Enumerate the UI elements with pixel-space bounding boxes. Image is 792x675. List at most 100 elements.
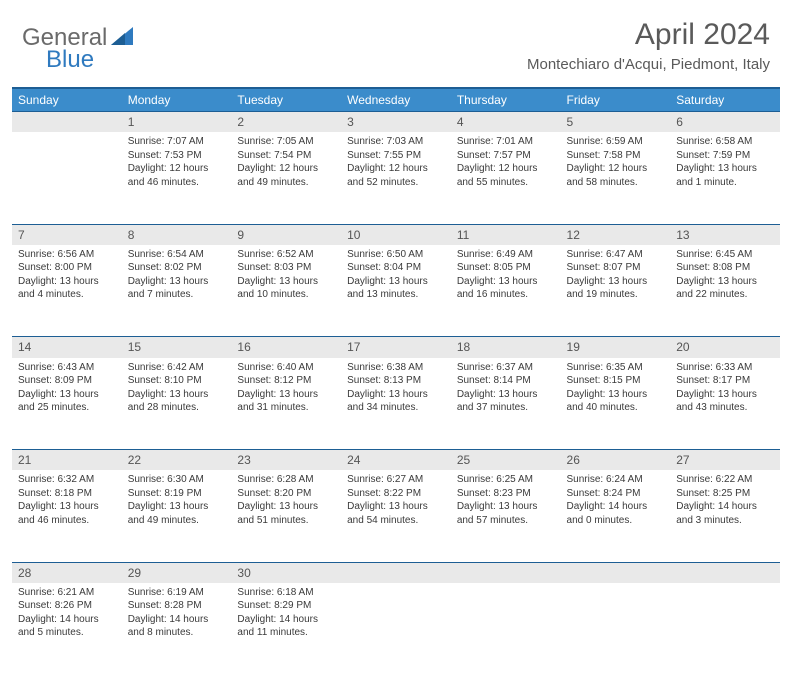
day2-text: and 40 minutes. (567, 401, 665, 415)
sunset-text: Sunset: 8:09 PM (18, 374, 116, 388)
sunset-text: Sunset: 7:57 PM (457, 149, 555, 163)
day-number: 9 (231, 224, 341, 245)
sunset-text: Sunset: 8:23 PM (457, 487, 555, 501)
day-number: 25 (451, 450, 561, 471)
weekday-header: Sunday (12, 88, 122, 112)
day1-text: Daylight: 13 hours (128, 275, 226, 289)
day2-text: and 37 minutes. (457, 401, 555, 415)
day1-text: Daylight: 12 hours (457, 162, 555, 176)
day1-text: Daylight: 13 hours (18, 500, 116, 514)
sunset-text: Sunset: 8:08 PM (676, 261, 774, 275)
sunrise-text: Sunrise: 6:19 AM (128, 586, 226, 600)
day2-text: and 49 minutes. (128, 514, 226, 528)
day-content-row: Sunrise: 6:56 AMSunset: 8:00 PMDaylight:… (12, 245, 780, 337)
sunrise-text: Sunrise: 6:30 AM (128, 473, 226, 487)
day1-text: Daylight: 13 hours (567, 275, 665, 289)
day2-text: and 46 minutes. (18, 514, 116, 528)
day-cell (670, 583, 780, 675)
day-number: 6 (670, 112, 780, 133)
sunset-text: Sunset: 7:59 PM (676, 149, 774, 163)
day1-text: Daylight: 13 hours (237, 500, 335, 514)
day-number: 14 (12, 337, 122, 358)
page-title: April 2024 (527, 18, 770, 52)
day-number: 4 (451, 112, 561, 133)
day1-text: Daylight: 13 hours (128, 500, 226, 514)
day2-text: and 16 minutes. (457, 288, 555, 302)
sunset-text: Sunset: 8:29 PM (237, 599, 335, 613)
sunset-text: Sunset: 8:14 PM (457, 374, 555, 388)
sunrise-text: Sunrise: 6:59 AM (567, 135, 665, 149)
day-number (12, 112, 122, 133)
weekday-header: Tuesday (231, 88, 341, 112)
day1-text: Daylight: 13 hours (347, 388, 445, 402)
day-cell: Sunrise: 6:47 AMSunset: 8:07 PMDaylight:… (561, 245, 671, 337)
day-number (670, 562, 780, 583)
sunrise-text: Sunrise: 7:01 AM (457, 135, 555, 149)
sunrise-text: Sunrise: 7:05 AM (237, 135, 335, 149)
day1-text: Daylight: 13 hours (457, 275, 555, 289)
sunset-text: Sunset: 8:05 PM (457, 261, 555, 275)
day-number: 13 (670, 224, 780, 245)
day2-text: and 3 minutes. (676, 514, 774, 528)
day-cell: Sunrise: 6:19 AMSunset: 8:28 PMDaylight:… (122, 583, 232, 675)
day-number-row: 123456 (12, 112, 780, 133)
sunrise-text: Sunrise: 6:52 AM (237, 248, 335, 262)
day-number: 5 (561, 112, 671, 133)
day2-text: and 54 minutes. (347, 514, 445, 528)
day2-text: and 57 minutes. (457, 514, 555, 528)
weekday-header: Friday (561, 88, 671, 112)
day-cell: Sunrise: 6:35 AMSunset: 8:15 PMDaylight:… (561, 358, 671, 450)
day-number (561, 562, 671, 583)
sunrise-text: Sunrise: 6:40 AM (237, 361, 335, 375)
day1-text: Daylight: 13 hours (676, 162, 774, 176)
day-cell: Sunrise: 7:05 AMSunset: 7:54 PMDaylight:… (231, 132, 341, 224)
day-cell: Sunrise: 6:28 AMSunset: 8:20 PMDaylight:… (231, 470, 341, 562)
header: General Blue April 2024 Montechiaro d'Ac… (0, 0, 792, 81)
day-cell: Sunrise: 6:40 AMSunset: 8:12 PMDaylight:… (231, 358, 341, 450)
day1-text: Daylight: 12 hours (237, 162, 335, 176)
day-number: 20 (670, 337, 780, 358)
day-number-row: 282930 (12, 562, 780, 583)
day-content-row: Sunrise: 6:43 AMSunset: 8:09 PMDaylight:… (12, 358, 780, 450)
day-number: 2 (231, 112, 341, 133)
day2-text: and 28 minutes. (128, 401, 226, 415)
day-cell: Sunrise: 6:59 AMSunset: 7:58 PMDaylight:… (561, 132, 671, 224)
sunrise-text: Sunrise: 6:47 AM (567, 248, 665, 262)
sunset-text: Sunset: 8:03 PM (237, 261, 335, 275)
sunrise-text: Sunrise: 6:49 AM (457, 248, 555, 262)
sunset-text: Sunset: 8:22 PM (347, 487, 445, 501)
day1-text: Daylight: 13 hours (18, 275, 116, 289)
sunrise-text: Sunrise: 6:58 AM (676, 135, 774, 149)
day2-text: and 5 minutes. (18, 626, 116, 640)
sunset-text: Sunset: 8:28 PM (128, 599, 226, 613)
day-cell: Sunrise: 7:03 AMSunset: 7:55 PMDaylight:… (341, 132, 451, 224)
sunset-text: Sunset: 7:53 PM (128, 149, 226, 163)
sunrise-text: Sunrise: 6:42 AM (128, 361, 226, 375)
day1-text: Daylight: 13 hours (18, 388, 116, 402)
logo-triangle-icon (111, 27, 133, 50)
day2-text: and 1 minute. (676, 176, 774, 190)
sunset-text: Sunset: 8:10 PM (128, 374, 226, 388)
day-number-row: 78910111213 (12, 224, 780, 245)
weekday-header: Thursday (451, 88, 561, 112)
day2-text: and 22 minutes. (676, 288, 774, 302)
day-cell: Sunrise: 6:22 AMSunset: 8:25 PMDaylight:… (670, 470, 780, 562)
day-cell: Sunrise: 6:24 AMSunset: 8:24 PMDaylight:… (561, 470, 671, 562)
sunset-text: Sunset: 8:20 PM (237, 487, 335, 501)
sunset-text: Sunset: 8:15 PM (567, 374, 665, 388)
sunrise-text: Sunrise: 6:24 AM (567, 473, 665, 487)
day-cell: Sunrise: 6:27 AMSunset: 8:22 PMDaylight:… (341, 470, 451, 562)
day2-text: and 58 minutes. (567, 176, 665, 190)
day-cell: Sunrise: 6:49 AMSunset: 8:05 PMDaylight:… (451, 245, 561, 337)
day-cell: Sunrise: 6:58 AMSunset: 7:59 PMDaylight:… (670, 132, 780, 224)
day2-text: and 51 minutes. (237, 514, 335, 528)
day2-text: and 19 minutes. (567, 288, 665, 302)
sunrise-text: Sunrise: 7:07 AM (128, 135, 226, 149)
sunset-text: Sunset: 8:00 PM (18, 261, 116, 275)
sunset-text: Sunset: 7:58 PM (567, 149, 665, 163)
day1-text: Daylight: 13 hours (347, 275, 445, 289)
sunrise-text: Sunrise: 6:50 AM (347, 248, 445, 262)
day-number: 12 (561, 224, 671, 245)
day-number: 23 (231, 450, 341, 471)
day-cell (12, 132, 122, 224)
